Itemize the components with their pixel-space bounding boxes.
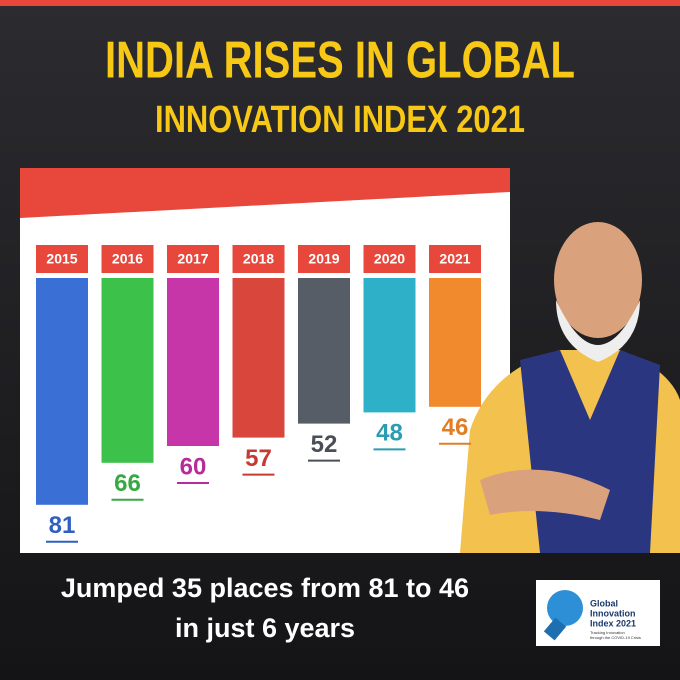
logo-title: Index 2021 bbox=[590, 618, 636, 628]
year-box bbox=[167, 245, 219, 273]
face bbox=[554, 222, 642, 338]
title-line: INDIA RISES IN GLOBAL bbox=[105, 32, 575, 90]
year-label: 2016 bbox=[112, 251, 143, 267]
year-box bbox=[298, 245, 350, 273]
bar bbox=[36, 278, 88, 505]
bar bbox=[232, 278, 285, 438]
value-label: 66 bbox=[114, 470, 141, 497]
year-box bbox=[232, 245, 285, 273]
year-label: 2015 bbox=[46, 251, 77, 267]
value-label: 60 bbox=[180, 453, 207, 480]
title-line: INNOVATION INDEX 2021 bbox=[155, 99, 525, 141]
arm bbox=[480, 469, 610, 520]
logo-subtitle: Tracking Innovation bbox=[590, 630, 625, 635]
beard bbox=[556, 300, 640, 362]
year-box bbox=[363, 245, 416, 273]
top-stripe bbox=[0, 0, 680, 6]
year-label: 2021 bbox=[439, 251, 470, 267]
bar bbox=[101, 278, 154, 463]
bar bbox=[167, 278, 219, 446]
portrait bbox=[460, 222, 680, 553]
year-box bbox=[101, 245, 154, 273]
logo-title: Global bbox=[590, 598, 618, 608]
bar bbox=[429, 278, 481, 407]
year-label: 2018 bbox=[243, 251, 274, 267]
logo-subtitle: through the COVID-19 Crisis bbox=[590, 635, 641, 640]
value-label: 81 bbox=[49, 512, 76, 539]
value-label: 46 bbox=[442, 414, 469, 441]
panel-header bbox=[20, 168, 510, 218]
caption-line: in just 6 years bbox=[175, 613, 355, 643]
year-label: 2020 bbox=[374, 251, 405, 267]
bar bbox=[298, 278, 350, 424]
caption-line: Jumped 35 places from 81 to 46 bbox=[61, 573, 469, 603]
value-label: 48 bbox=[376, 420, 403, 447]
value-label: 57 bbox=[245, 445, 272, 472]
bar bbox=[363, 278, 416, 413]
year-label: 2017 bbox=[177, 251, 208, 267]
logo-icon-base bbox=[543, 617, 567, 641]
logo-title: Innovation bbox=[590, 608, 636, 618]
year-box bbox=[429, 245, 481, 273]
year-label: 2019 bbox=[308, 251, 339, 267]
year-box bbox=[36, 245, 88, 273]
logo-icon bbox=[547, 590, 583, 626]
value-label: 52 bbox=[311, 431, 338, 458]
